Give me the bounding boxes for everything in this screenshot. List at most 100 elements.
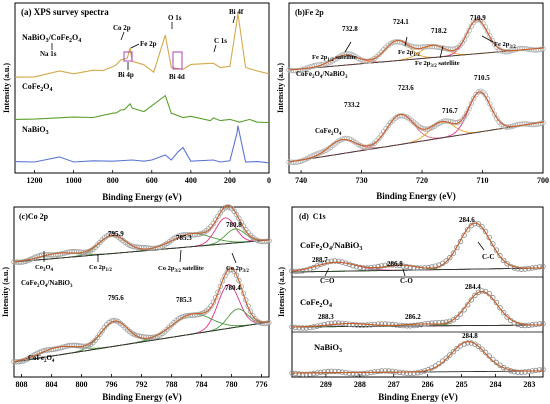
d-middle-data-point — [540, 320, 546, 327]
c-bot-data-point — [131, 331, 138, 338]
d-middle-data-point — [378, 321, 385, 327]
panel-c-xlabel: Binding Energy (eV) — [102, 392, 182, 402]
d-top-data-point — [443, 258, 449, 264]
b-annot-fe2p12-sat: Fe 2p1/2 satellite — [312, 54, 357, 63]
d-bottom-data-point — [364, 370, 370, 376]
panel-a: (a) XPS survey spectra NaBiO3/CoFe2O4 Co… — [2, 2, 271, 202]
panel-a-title: (a) XPS survey spectra — [21, 7, 109, 17]
d-middle-data-point — [533, 321, 539, 327]
annot-c1s: C 1s — [214, 37, 227, 45]
b-peak-723-6: 723.6 — [398, 84, 414, 92]
d-top-data-point — [404, 263, 410, 270]
b-top-data-point — [297, 67, 304, 73]
d-bottom-data-point — [482, 349, 489, 356]
d-middle-data-point — [479, 288, 485, 294]
b-legend-top: CoFe2O4/NaBiO3 — [296, 70, 348, 80]
c-bot-background — [13, 321, 270, 363]
d-top-data-point — [482, 228, 489, 235]
legend-cofe2o4-a: CoFe2O4 — [22, 82, 52, 93]
d-peak-284-8: 284.8 — [462, 332, 478, 340]
panel-c: (c)Co 2p 795.9 785.3 780.8 Co3O4 Co 2p1/… — [1, 204, 272, 402]
b-annot-fe2p32: Fe 2p3/2 — [494, 41, 516, 50]
b-annot-fe2p32-sat: Fe 2p3/2 satellite — [415, 60, 460, 69]
annot-o1s: O 1s — [168, 14, 182, 22]
annot-fe2p: Fe 2p — [140, 40, 157, 48]
d-middle-data-point — [522, 322, 528, 329]
b-bot-data-point — [471, 95, 477, 102]
d-peak-288-3: 288.3 — [318, 313, 334, 321]
d-top-data-point — [353, 264, 360, 270]
panel-a-frame — [14, 2, 270, 174]
d-bottom-data-point — [375, 368, 381, 375]
d-middle-data-point — [310, 324, 317, 330]
b-top-data-point — [461, 36, 468, 42]
d-bottom-data-point — [454, 345, 460, 352]
panel-c-top-spectra — [11, 204, 272, 265]
c-peak-785-3b: 785.3 — [176, 296, 192, 304]
d-top-data-point — [389, 262, 396, 268]
d-middle-data-point — [335, 320, 342, 326]
box-bi4p — [123, 51, 133, 62]
d-middle-data-point — [414, 322, 421, 328]
d-middle-data-point — [375, 321, 381, 327]
d-top-data-point — [407, 264, 413, 270]
c-top-data-point — [157, 244, 163, 250]
d-top-data-point — [511, 265, 517, 271]
c-top-data-point — [196, 231, 203, 237]
panel-c-tick-label: 800 — [76, 380, 88, 389]
d-top-data-point — [400, 263, 406, 269]
panel-d-bottom-spectra — [289, 340, 546, 377]
d-top-data-point — [361, 265, 367, 271]
c-peak-785-3: 785.3 — [176, 234, 192, 242]
panel-b-frame — [288, 2, 544, 174]
c-bot-data-point — [219, 278, 226, 284]
d-bottom-data-point — [400, 370, 406, 376]
c-bot-data-point — [233, 272, 240, 278]
panel-a-tick-label: 0 — [267, 176, 271, 185]
panel-c-tick-label: 788 — [166, 380, 178, 389]
d-middle-data-point — [407, 323, 413, 329]
d-bottom-data-point — [536, 367, 543, 373]
panel-c-tick-label: 792 — [136, 380, 148, 389]
d-middle-data-point — [475, 289, 482, 295]
d-middle-data-point — [325, 321, 331, 327]
c-arrow-sat — [179, 249, 182, 263]
d-middle-data-point — [536, 321, 543, 327]
c-bot-data-point — [55, 345, 61, 352]
d-bottom-data-point — [414, 370, 421, 376]
d-peak-284-6: 284.6 — [459, 216, 475, 224]
d-bottom-data-point — [353, 371, 360, 377]
d-top-data-point — [536, 264, 543, 270]
d-middle-background — [292, 324, 543, 328]
panel-b-xlabel: Binding Energy (eV) — [376, 191, 456, 201]
d-middle-data-point — [328, 320, 335, 326]
d-bottom-data-point — [389, 368, 396, 374]
b-peak-732-8: 732.8 — [342, 25, 358, 33]
d-legend-middle: CoFe2O4 — [300, 297, 332, 309]
b-top-envelope — [288, 19, 544, 71]
d-bottom-data-point — [518, 369, 525, 375]
panel-b-title: (b)Fe 2p — [295, 8, 324, 17]
panel-c-tick-label: 796 — [106, 380, 118, 389]
d-top-data-point — [378, 263, 385, 269]
panel-c-frame — [13, 206, 270, 378]
b-peak-716-7: 716.7 — [442, 107, 458, 115]
panel-d-xticks: 289 288 287 286 285 284 283 — [320, 374, 535, 389]
d-peak-288-7: 288.7 — [312, 256, 328, 264]
panel-a-xlabel: Binding Energy (eV) — [102, 192, 182, 202]
c-top-data-point — [236, 215, 242, 221]
d-bottom-data-point — [411, 370, 417, 376]
d-middle-data-point — [332, 320, 338, 326]
d-middle-data-point — [346, 321, 353, 327]
c-bot-data-point — [236, 277, 242, 284]
d-top-data-point — [500, 257, 507, 263]
panel-c-title: (c)Co 2p — [19, 212, 49, 221]
d-middle-data-point — [497, 305, 503, 311]
b-arrow-sat2 — [439, 45, 444, 59]
d-top-data-point — [307, 266, 313, 272]
d-peak-286-8: 286.8 — [387, 260, 403, 268]
d-top-data-point — [465, 226, 471, 233]
d-bottom-data-point — [296, 371, 302, 377]
legend-nabio3-cofe2o4: NaBiO3/CoFe2O4 — [22, 33, 81, 44]
legend-nabio3-a: NaBiO3 — [22, 125, 49, 136]
